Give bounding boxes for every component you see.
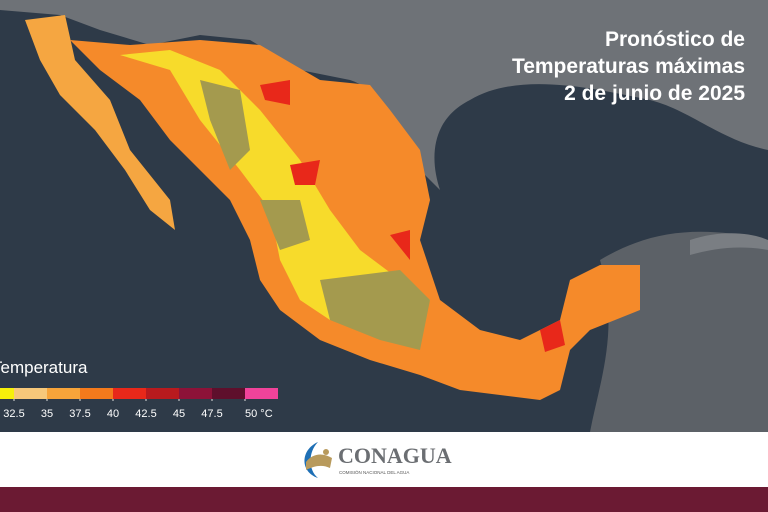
- legend-swatch: [14, 388, 47, 399]
- legend-tick-label: 40: [107, 408, 119, 420]
- legend-tick-label: 37.5: [69, 408, 90, 420]
- brand-subtitle: COMISIÓN NACIONAL DEL AGUA: [339, 469, 409, 475]
- cuba: [690, 233, 768, 255]
- legend-tick-label: 45: [173, 408, 185, 420]
- legend-swatch: [245, 388, 278, 399]
- legend-tick-label: 42.5: [135, 408, 156, 420]
- title-line: 2 de junio de 2025: [564, 82, 745, 105]
- title-line: Pronóstico de: [605, 28, 745, 51]
- legend-swatch: [212, 388, 245, 399]
- baja-california: [25, 15, 175, 230]
- title-line: Temperaturas máximas: [512, 55, 745, 78]
- brand: CONAGUA: [338, 443, 452, 468]
- legend-swatch: [80, 388, 113, 399]
- legend-title: Temperatura: [0, 358, 88, 377]
- legend-swatch: [0, 388, 14, 399]
- footer: [0, 432, 768, 487]
- cool-zone: [200, 80, 430, 350]
- footer-bar: [0, 487, 768, 512]
- legend-tick-label: 50 °C: [245, 408, 273, 420]
- legend-tick-label: 35: [41, 408, 53, 420]
- yellow-zone: [120, 50, 430, 330]
- logo: [304, 442, 332, 478]
- land-north: [0, 0, 768, 190]
- legend-swatch: [47, 388, 80, 399]
- legend-tick-label: 47.5: [201, 408, 222, 420]
- legend-swatch: [146, 388, 179, 399]
- legend-tick-label: 32.5: [3, 408, 24, 420]
- legend-swatch: [179, 388, 212, 399]
- land-south: [590, 231, 768, 432]
- legend-swatch: [113, 388, 146, 399]
